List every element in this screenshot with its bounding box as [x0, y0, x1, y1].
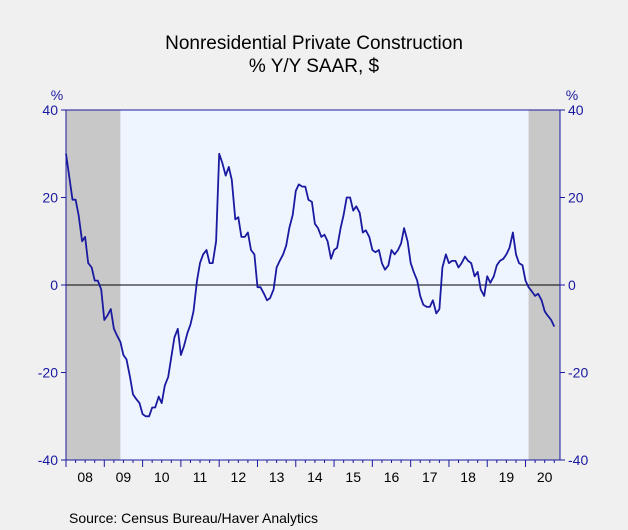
x-tick-label: 13: [269, 469, 285, 485]
y-axis-ticks: 40 40 20 20 0 0 -20 -20 -40 -40: [38, 102, 589, 468]
x-axis-ticks: 08 09 10 11 12 13 14 15 16 17 18 19 20: [65, 460, 555, 485]
chart-title: Nonresidential Private Construction: [165, 33, 463, 54]
x-tick-label: 16: [384, 469, 400, 485]
y-tick-label-left: -40: [38, 452, 58, 468]
source-note: Source: Census Bureau/Haver Analytics: [69, 510, 319, 526]
y-tick-label-right: 40: [568, 102, 584, 118]
y-tick-label-right: 20: [568, 190, 584, 206]
y-axis-right-unit: %: [566, 87, 578, 103]
y-tick-label-left: 40: [42, 102, 58, 118]
x-tick-label: 17: [422, 469, 438, 485]
x-tick-label: 09: [116, 469, 132, 485]
y-tick-label-left: 20: [42, 190, 58, 206]
y-tick-label-right: -40: [568, 452, 588, 468]
x-tick-label: 12: [231, 469, 247, 485]
y-tick-label-left: 0: [50, 277, 58, 293]
series-line: [65, 152, 556, 418]
x-tick-label: 14: [307, 469, 323, 485]
x-tick-label: 08: [77, 469, 93, 485]
y-tick-label-left: -20: [38, 365, 58, 381]
y-tick-label-right: -20: [568, 365, 588, 381]
x-tick-label: 19: [499, 469, 515, 485]
x-tick-label: 20: [537, 469, 553, 485]
x-tick-label: 18: [460, 469, 476, 485]
y-axis-left-unit: %: [51, 87, 63, 103]
x-tick-label: 15: [345, 469, 361, 485]
chart-subtitle: % Y/Y SAAR, $: [248, 56, 380, 77]
y-tick-label-right: 0: [568, 277, 576, 293]
x-tick-label: 10: [154, 469, 170, 485]
x-tick-label: 11: [193, 469, 208, 485]
